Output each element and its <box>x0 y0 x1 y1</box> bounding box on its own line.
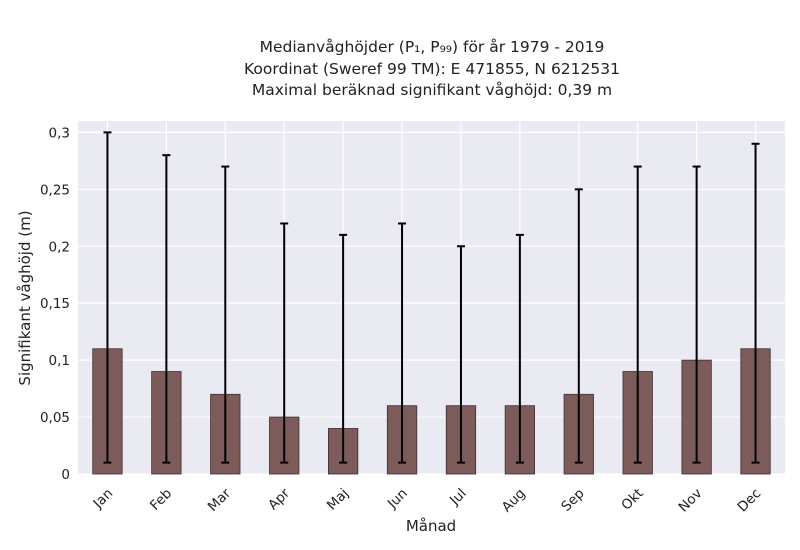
chart-title: Medianvåghöjder (P₁, P₉₉) för år 1979 - … <box>244 38 620 99</box>
x-tick-label: Nov <box>676 486 706 516</box>
x-tick-label: Maj <box>324 486 352 514</box>
x-axis-label: Månad <box>406 517 456 535</box>
error-bar <box>398 222 407 464</box>
y-tick-label: 0,05 <box>40 410 70 426</box>
error-bar <box>515 233 524 464</box>
x-tick-label: Feb <box>147 486 175 514</box>
error-bar <box>280 222 289 464</box>
y-tick-label: 0,15 <box>40 296 70 312</box>
y-tick-label: 0 <box>61 467 70 483</box>
plot-area <box>78 121 785 474</box>
chart-title-line-2: Koordinat (Sweref 99 TM): E 471855, N 62… <box>244 60 620 78</box>
y-axis-ticks: 0 0,05 0,1 0,15 0,2 0,25 0,3 <box>40 125 70 483</box>
x-axis-ticks: Jan Feb Mar Apr Maj Jun Jul Aug Sep Okt Nov Dec <box>90 485 765 515</box>
error-bar <box>751 142 760 464</box>
x-tick-label: Jan <box>90 486 117 513</box>
x-tick-label: Dec <box>735 486 765 516</box>
error-bar <box>633 165 642 464</box>
y-axis-label: Signifikant våghöjd (m) <box>16 210 34 385</box>
error-bar <box>103 131 112 464</box>
y-tick-label: 0,2 <box>49 239 70 255</box>
x-tick-label: Mar <box>205 485 235 515</box>
error-bar <box>456 245 465 464</box>
x-tick-label: Aug <box>499 486 529 516</box>
x-tick-label: Okt <box>618 486 646 514</box>
error-bar <box>339 233 348 464</box>
chart-title-line-1: Medianvåghöjder (P₁, P₉₉) för år 1979 - … <box>260 38 605 56</box>
error-bar <box>221 165 230 464</box>
x-tick-label: Apr <box>265 485 293 513</box>
error-bar <box>162 154 171 464</box>
y-tick-label: 0,25 <box>40 182 70 198</box>
error-bar <box>574 188 583 464</box>
error-bars <box>103 131 760 464</box>
error-bar <box>692 165 701 464</box>
chart-title-line-3: Maximal beräknad signifikant våghöjd: 0,… <box>252 81 612 99</box>
x-tick-label: Jul <box>446 486 470 510</box>
y-tick-label: 0,1 <box>49 353 70 369</box>
y-tick-label: 0,3 <box>49 125 70 141</box>
x-tick-label: Jun <box>384 486 411 513</box>
x-tick-label: Sep <box>558 486 587 515</box>
